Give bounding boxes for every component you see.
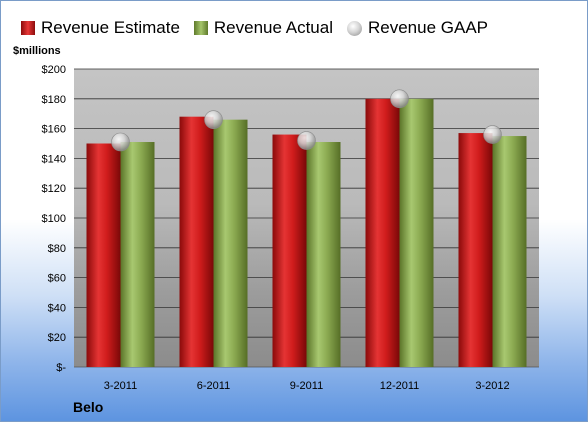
bar-revenue-estimate (86, 143, 121, 367)
bars (86, 98, 527, 368)
y-tick-label: $60 (48, 273, 66, 285)
legend-item-actual: Revenue Actual (193, 18, 333, 38)
legend-label-estimate: Revenue Estimate (41, 18, 180, 37)
actual-swatch (193, 21, 208, 35)
legend: Revenue Estimate Revenue Actual Revenue … (21, 17, 488, 39)
gaap-markers (111, 89, 502, 152)
marker-revenue-gaap (483, 125, 502, 144)
legend-label-actual: Revenue Actual (213, 18, 333, 37)
bar-revenue-actual (213, 119, 248, 367)
marker-revenue-gaap (204, 110, 223, 129)
y-tick-label: $140 (42, 153, 66, 165)
legend-item-estimate: Revenue Estimate (21, 18, 180, 38)
y-tick-label: $180 (42, 94, 66, 106)
x-axis-labels: 3-2011 6-2011 9-2011 12-2011 3-2012 (104, 380, 510, 392)
bar-revenue-actual (306, 142, 341, 367)
marker-revenue-gaap (297, 131, 316, 150)
y-tick-label: $160 (42, 124, 66, 136)
bar-revenue-estimate (179, 116, 214, 368)
x-tick-label: 3-2012 (475, 380, 509, 392)
bar-revenue-actual (120, 142, 155, 367)
bar-revenue-estimate (272, 134, 307, 367)
y-tick-label: $200 (42, 64, 66, 76)
estimate-swatch (21, 21, 35, 35)
bar-revenue-estimate (458, 133, 493, 367)
marker-revenue-gaap (390, 89, 409, 109)
x-tick-label: 12-2011 (380, 380, 420, 392)
gaap-swatch (347, 20, 362, 36)
y-tick-label: $- (56, 362, 66, 374)
marker-revenue-gaap (111, 132, 130, 152)
legend-item-gaap: Revenue GAAP (347, 18, 488, 38)
legend-label-gaap: Revenue GAAP (368, 18, 489, 37)
y-tick-label: $120 (42, 183, 66, 195)
x-tick-label: 3-2011 (104, 380, 137, 392)
y-tick-label: $20 (48, 332, 66, 344)
y-tick-label: $40 (48, 302, 66, 314)
y-tick-label: $80 (48, 243, 66, 255)
x-tick-label: 9-2011 (290, 380, 323, 392)
bar-revenue-actual (399, 98, 434, 368)
x-tick-label: 6-2011 (197, 380, 230, 392)
bar-revenue-estimate (365, 98, 400, 368)
y-axis-unit-label: $millions (13, 45, 61, 57)
y-axis-ticks: $- $20 $40 $60 $80 $100 $120 $140 $160 $180 $200 (42, 64, 67, 374)
company-name: Belo (73, 399, 104, 415)
bar-revenue-actual (492, 136, 527, 367)
y-tick-label: $100 (42, 213, 66, 225)
